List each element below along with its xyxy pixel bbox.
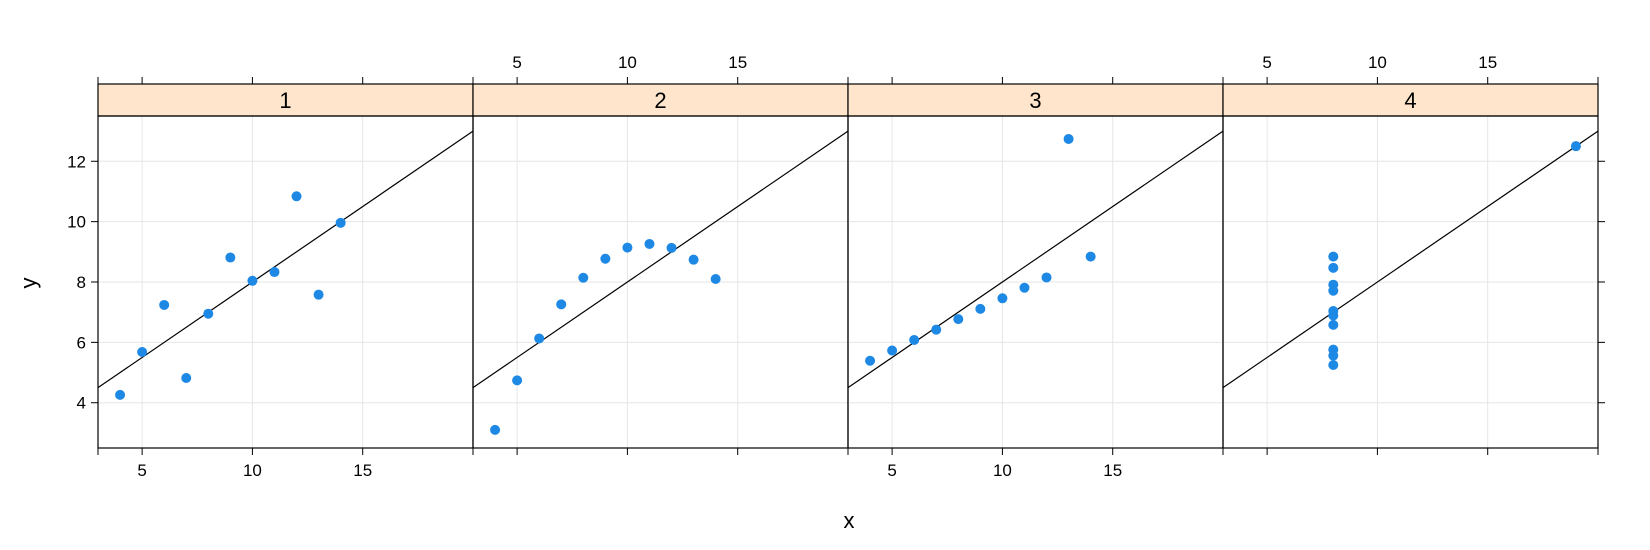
x-tick-label: 5 — [1262, 53, 1271, 72]
data-point — [975, 303, 986, 314]
y-tick-label: 6 — [77, 333, 86, 352]
data-point — [225, 252, 236, 263]
data-point — [335, 217, 346, 228]
data-point — [1328, 279, 1339, 290]
data-point — [622, 242, 633, 253]
x-tick-label: 10 — [993, 461, 1012, 480]
data-point — [556, 299, 567, 310]
panel-strip-label: 3 — [1029, 88, 1041, 113]
data-point — [1570, 141, 1581, 152]
data-point — [600, 253, 611, 264]
x-tick-label: 15 — [728, 53, 747, 72]
panel-strip — [1222, 83, 1599, 117]
data-point — [666, 242, 677, 253]
data-point — [1019, 282, 1030, 293]
regression-line — [1222, 130, 1599, 389]
data-point — [269, 267, 280, 278]
data-point — [1328, 310, 1339, 321]
data-point — [1085, 251, 1096, 262]
data-point — [512, 375, 523, 386]
data-point — [291, 191, 302, 202]
data-point — [313, 289, 324, 300]
data-point — [1063, 133, 1074, 144]
data-point — [909, 334, 920, 345]
y-tick-label: 8 — [77, 273, 86, 292]
y-axis-title: y — [16, 278, 41, 289]
data-point — [1328, 319, 1339, 330]
data-point — [1328, 251, 1339, 262]
panel-strip-label: 1 — [279, 88, 291, 113]
x-tick-label: 5 — [512, 53, 521, 72]
data-point — [997, 293, 1008, 304]
regression-line — [97, 130, 474, 389]
data-point — [644, 238, 655, 249]
data-point — [865, 355, 876, 366]
x-tick-label: 5 — [887, 461, 896, 480]
data-point — [931, 324, 942, 335]
data-point — [181, 372, 192, 383]
x-tick-label: 15 — [353, 461, 372, 480]
data-point — [1041, 272, 1052, 283]
y-tick-label: 12 — [67, 152, 86, 171]
regression-line — [847, 130, 1224, 389]
data-point — [1328, 350, 1339, 361]
x-tick-label: 10 — [618, 53, 637, 72]
data-point — [203, 308, 214, 319]
x-tick-label: 5 — [137, 461, 146, 480]
data-point — [490, 424, 501, 435]
data-point — [115, 389, 126, 400]
data-point — [953, 314, 964, 325]
x-tick-label: 10 — [243, 461, 262, 480]
panel-strip — [847, 83, 1224, 117]
y-tick-label: 10 — [67, 213, 86, 232]
data-point — [137, 347, 148, 358]
y-tick-label: 4 — [77, 394, 86, 413]
data-point — [887, 345, 898, 356]
data-point — [1328, 360, 1339, 370]
x-tick-label: 10 — [1368, 53, 1387, 72]
data-point — [159, 299, 170, 310]
data-point — [578, 272, 589, 283]
x-tick-label: 15 — [1478, 53, 1497, 72]
panel-strip-label: 2 — [654, 88, 666, 113]
data-point — [688, 254, 699, 265]
x-tick-label: 15 — [1103, 461, 1122, 480]
data-point — [710, 273, 721, 284]
data-point — [534, 333, 545, 344]
panel-strip-label: 4 — [1404, 88, 1416, 113]
panel-strip — [97, 83, 474, 117]
panel-strip — [472, 83, 849, 117]
data-point — [1328, 262, 1339, 273]
data-point — [247, 275, 258, 286]
x-axis-title: x — [844, 508, 855, 533]
regression-line — [472, 130, 849, 389]
